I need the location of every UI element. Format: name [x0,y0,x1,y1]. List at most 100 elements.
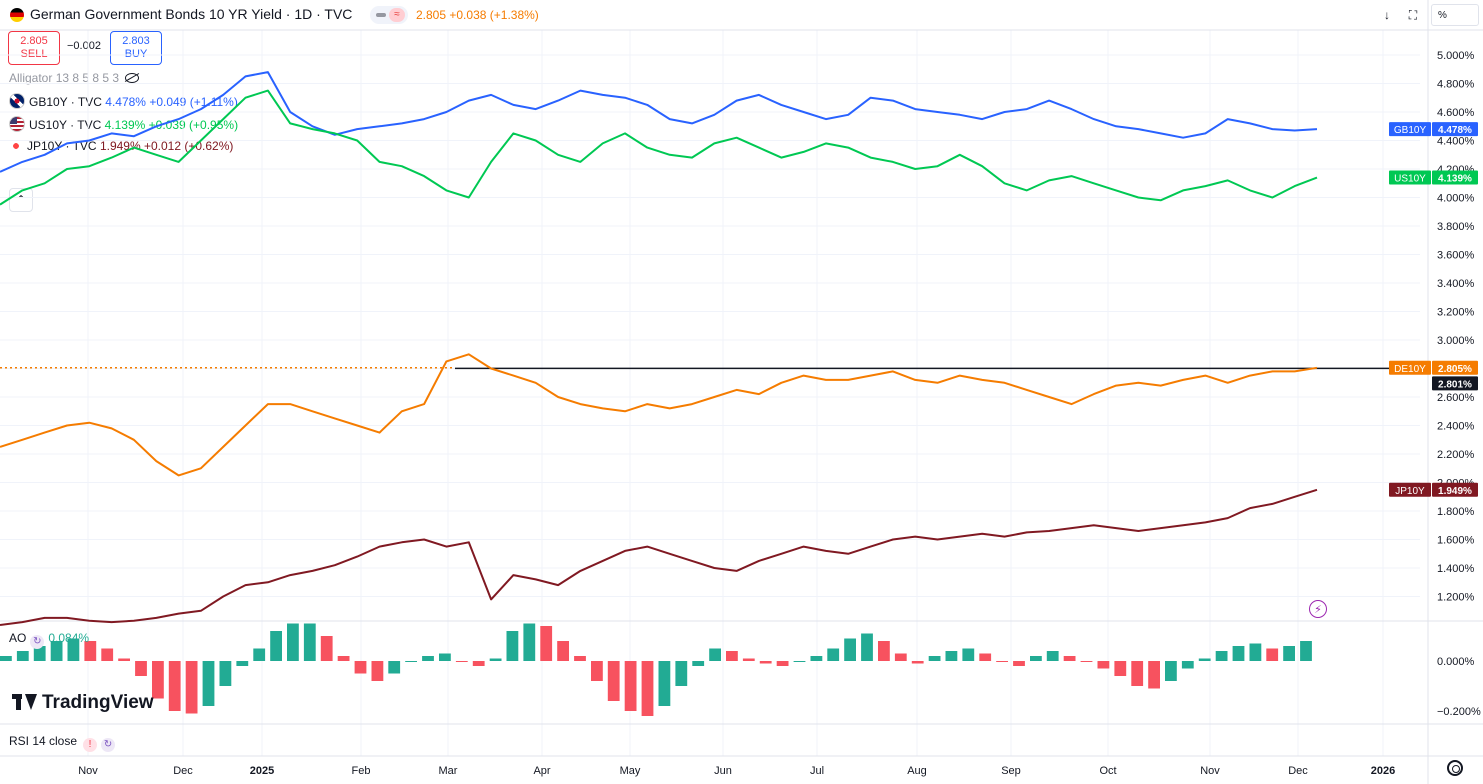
tag-symbol: JP10Y [1395,486,1425,497]
ao-bar [1063,656,1076,661]
ao-bar [726,651,738,661]
buy-label: BUY [124,48,148,60]
legend-jp10y[interactable]: JP10Y · TVC 1.949% +0.012 (+0.62%) [9,139,233,153]
wave-icon: ≈ [389,8,405,22]
x-tick-label: Apr [533,765,550,777]
ao-bar [810,656,823,661]
x-tick-label: Oct [1099,765,1116,777]
spread-value: −0.002 [67,40,101,52]
legend-us10y[interactable]: US10Y · TVC 4.139% +0.039 (+0.95%) [9,116,238,132]
quote-change: +0.038 [449,8,487,22]
us-flag-icon [9,116,25,132]
price-tag-gb10y: GB10Y 4.478% [1389,122,1478,137]
brand-name: TradingView [42,692,154,713]
ao-bar [1300,641,1312,661]
gear-icon[interactable] [1447,760,1463,776]
warning-icon[interactable]: ! [83,738,98,752]
x-tick-label: Nov [1200,765,1220,777]
alligator-indicator[interactable]: Alligator 13 8 5 8 5 3 [9,71,140,85]
ao-bar [455,661,468,662]
ao-bar [354,661,367,674]
ao-bar [844,638,856,661]
refresh-icon[interactable]: ↻ [101,738,116,752]
reference-line [0,367,1428,370]
refresh-icon[interactable]: ↻ [30,635,45,649]
y-tick-label: 2.400% [1437,421,1475,433]
series-toggle[interactable]: ≈ [370,6,408,24]
y-tick-label: 1.800% [1437,506,1475,518]
price-tag-us10y: US10Y 4.139% [1389,170,1478,185]
tag-value-box [1432,376,1478,391]
legend-change: +0.039 [148,118,186,132]
ao-bar [945,651,958,661]
x-tick-label: Feb [352,765,371,777]
y-tick-label: 5.000% [1437,50,1475,62]
tag-symbol-box [1389,482,1431,497]
ao-bar [928,656,941,661]
x-tick-label: Jul [810,765,824,777]
chevron-up-icon[interactable]: ⌃ [9,188,33,212]
ao-bar [1131,661,1144,686]
ao-bar [303,623,316,661]
ao-bar [422,656,434,661]
series-line-jp10y [0,488,1318,626]
ao-bar [878,641,890,661]
series-line-de10y [0,353,1318,477]
ao-bar [253,648,266,661]
tag-value: 2.805% [1438,364,1472,375]
tag-symbol-box [1389,360,1431,375]
ao-bar [1198,658,1211,661]
fullscreen-icon[interactable]: ⛶ [1408,8,1418,22]
chevron-down-icon[interactable]: ↓ [1384,8,1390,22]
ao-bar [827,648,840,661]
legend-gb10y[interactable]: GB10Y · TVC 4.478% +0.049 (+1.11%) [9,93,238,109]
ao-bar [219,661,232,686]
rsi-legend[interactable]: RSI 14 close! ↻ [9,734,116,752]
tag-symbol: DE10Y [1394,364,1426,375]
ao-bar [152,661,164,699]
ao-bar [894,653,907,661]
axis-unit-box[interactable]: % [1431,4,1479,26]
price-tags: GB10Y 4.478% US10Y 4.139% DE10Y 2.805% JP10Y 1.… [1389,122,1478,497]
ao-bar [202,661,215,706]
x-tick-label: Mar [439,765,458,777]
quote-value: 2.805 [416,8,447,22]
ao-bar [101,648,114,661]
y-tick-label: 4.400% [1437,136,1475,148]
legend-pct: (+0.62%) [184,139,234,153]
buy-button[interactable]: 2.803 BUY [110,31,162,65]
ao-bar [742,658,755,661]
tag-symbol: US10Y [1394,174,1426,185]
ao-bar [1181,661,1194,669]
series-line-us10y [0,89,1318,206]
ao-bar [607,661,620,701]
ao-bar [405,661,417,662]
tag-value: 1.949% [1438,486,1472,497]
y-tick-label: 3.000% [1437,335,1475,347]
sell-button[interactable]: 2.805 SELL [8,31,60,65]
ao-bar [574,656,586,661]
tradingview-logo[interactable]: TradingView [12,692,154,714]
ao-bar [658,661,671,706]
ao-bar [1114,661,1127,676]
x-tick-label: Dec [1288,765,1308,777]
hidden-eye-icon[interactable] [125,73,140,83]
tag-value-box [1432,170,1478,185]
collapse-icon [376,13,386,17]
ao-value: 0.084% [48,631,90,645]
lightning-icon[interactable]: ⚡ [1309,600,1327,618]
chart-title[interactable]: German Government Bonds 10 YR Yield · 1D… [30,6,353,22]
tag-value-box [1432,122,1478,137]
y-tick-label: 3.200% [1437,307,1475,319]
ao-legend[interactable]: AO ↻ 0.084% [9,631,89,649]
ao-bar [591,661,603,681]
ao-bar [557,641,569,661]
y-tick-label: 1.200% [1437,592,1475,604]
ao-bar [1030,656,1042,661]
ao-bar [624,661,637,711]
ao-bar [1097,661,1110,669]
x-tick-label: 2025 [250,765,274,777]
y-tick-label: 4.600% [1437,107,1475,119]
ao-bar [776,661,789,666]
